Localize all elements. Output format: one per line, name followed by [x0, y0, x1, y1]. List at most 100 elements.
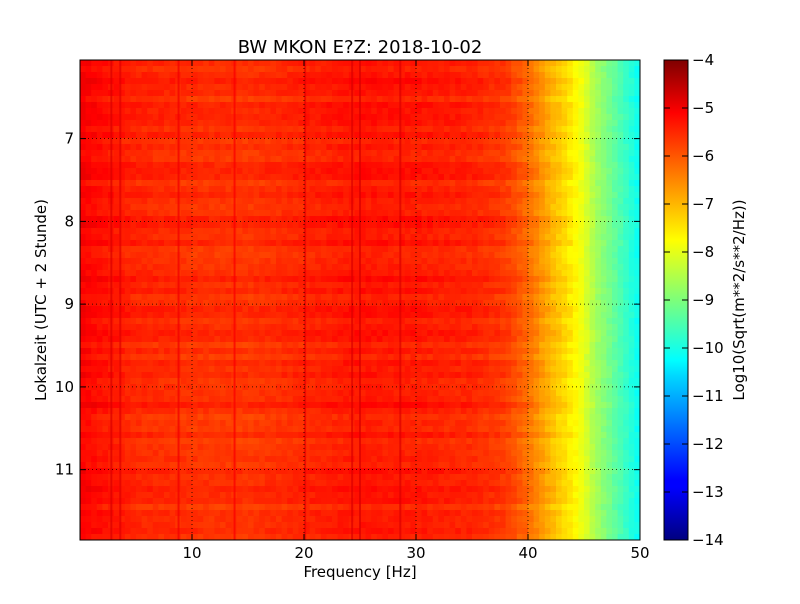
heatmap-cell [309, 96, 316, 103]
heatmap-cell [326, 168, 333, 175]
heatmap-cell [421, 156, 428, 163]
heatmap-cell [488, 60, 495, 67]
heatmap-cell [315, 288, 322, 295]
heatmap-cell [376, 252, 383, 259]
heatmap-cell [320, 354, 327, 361]
heatmap-cell [180, 144, 187, 151]
heatmap-cell [589, 246, 596, 253]
heatmap-cell [119, 276, 126, 283]
heatmap-cell [466, 258, 473, 265]
heatmap-cell [236, 150, 243, 157]
heatmap-cell [136, 168, 143, 175]
heatmap-cell [192, 162, 199, 169]
heatmap-cell [214, 96, 221, 103]
heatmap-cell [180, 108, 187, 115]
heatmap-cell [281, 306, 288, 313]
heatmap-cell [343, 324, 350, 331]
heatmap-cell [466, 120, 473, 127]
heatmap-cell [354, 324, 361, 331]
heatmap-cell [371, 192, 378, 199]
heatmap-cell [388, 264, 395, 271]
heatmap-cell [572, 180, 579, 187]
heatmap-cell [410, 78, 417, 85]
heatmap-cell [427, 72, 434, 79]
heatmap-cell [550, 246, 557, 253]
heatmap-cell [113, 240, 120, 247]
heatmap-cell [449, 198, 456, 205]
heatmap-cell [248, 78, 255, 85]
heatmap-cell [80, 276, 87, 283]
heatmap-cell [320, 324, 327, 331]
heatmap-cell [214, 108, 221, 115]
heatmap-cell [208, 162, 215, 169]
heatmap-cell [130, 204, 137, 211]
heatmap-cell [628, 288, 635, 295]
heatmap-cell [270, 222, 277, 229]
heatmap-cell [192, 84, 199, 91]
heatmap-cell [276, 216, 283, 223]
heatmap-cell [539, 270, 546, 277]
heatmap-cell [606, 222, 613, 229]
heatmap-cell [488, 198, 495, 205]
heatmap-cell [617, 60, 624, 67]
heatmap-cell [276, 300, 283, 307]
heatmap-cell [113, 228, 120, 235]
heatmap-cell [360, 132, 367, 139]
heatmap-cell [572, 264, 579, 271]
heatmap-cell [136, 144, 143, 151]
heatmap-cell [399, 66, 406, 73]
heatmap-cell [410, 330, 417, 337]
heatmap-cell [124, 246, 131, 253]
heatmap-cell [332, 114, 339, 121]
heatmap-cell [522, 120, 529, 127]
heatmap-cell [388, 240, 395, 247]
heatmap-cell [606, 60, 613, 67]
heatmap-cell [516, 192, 523, 199]
heatmap-cell [449, 204, 456, 211]
heatmap-cell [130, 72, 137, 79]
heatmap-cell [539, 174, 546, 181]
heatmap-cell [270, 330, 277, 337]
heatmap-cell [281, 96, 288, 103]
heatmap-cell [298, 150, 305, 157]
heatmap-cell [416, 330, 423, 337]
heatmap-cell [556, 180, 563, 187]
heatmap-cell [432, 156, 439, 163]
heatmap-cell [147, 138, 154, 145]
heatmap-cell [298, 330, 305, 337]
heatmap-cell [472, 264, 479, 271]
heatmap-cell [460, 120, 467, 127]
heatmap-cell [628, 114, 635, 121]
heatmap-cell [281, 252, 288, 259]
heatmap-cell [371, 138, 378, 145]
heatmap-cell [393, 294, 400, 301]
heatmap-cell [298, 108, 305, 115]
heatmap-cell [421, 276, 428, 283]
heatmap-cell [320, 180, 327, 187]
heatmap-cell [393, 288, 400, 295]
heatmap-cell [444, 282, 451, 289]
heatmap-cell [141, 96, 148, 103]
heatmap-cell [516, 72, 523, 79]
heatmap-cell [416, 312, 423, 319]
heatmap-cell [472, 318, 479, 325]
heatmap-cell [96, 270, 103, 277]
heatmap-cell [208, 144, 215, 151]
heatmap-cell [410, 324, 417, 331]
heatmap-cell [516, 180, 523, 187]
heatmap-cell [320, 234, 327, 241]
heatmap-cell [483, 234, 490, 241]
heatmap-cell [169, 174, 176, 181]
heatmap-cell [270, 192, 277, 199]
heatmap-cell [561, 186, 568, 193]
heatmap-cell [136, 174, 143, 181]
heatmap-cell [152, 138, 159, 145]
heatmap-cell [130, 270, 137, 277]
heatmap-cell [180, 318, 187, 325]
heatmap-cell [276, 294, 283, 301]
heatmap-cell [606, 216, 613, 223]
heatmap-cell [119, 288, 126, 295]
heatmap-cell [365, 204, 372, 211]
heatmap-cell [595, 180, 602, 187]
heatmap-cell [477, 354, 484, 361]
